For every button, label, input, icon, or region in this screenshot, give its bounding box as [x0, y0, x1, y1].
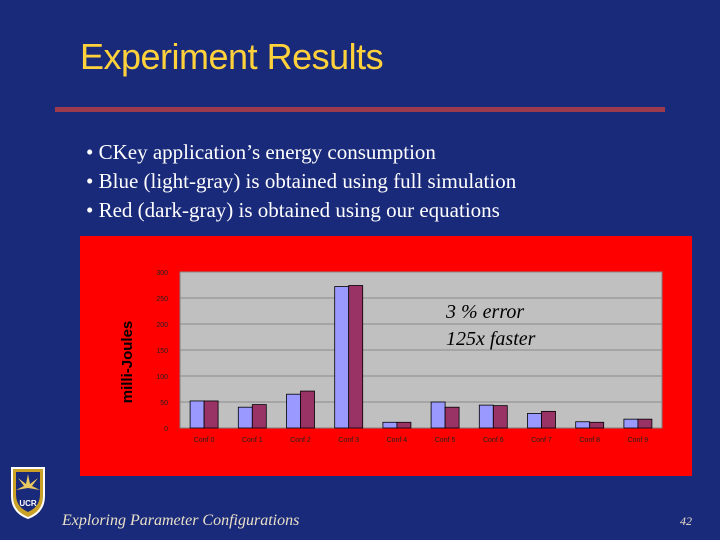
chart-panel: 0 50 100 150 200 250 300 milli-Joules Conf 0 Conf… — [80, 236, 692, 476]
y-tick-label: 200 — [156, 322, 168, 329]
bar-full-simulation — [382, 421, 398, 429]
y-tick-label: 0 — [164, 426, 168, 433]
energy-bar-chart: 0 50 100 150 200 250 300 milli-Joules Conf 0 Conf… — [119, 270, 663, 444]
annotation-error: 3 % error — [445, 301, 524, 323]
bar-equations — [492, 405, 508, 429]
logo-text: UCR — [19, 499, 37, 508]
x-tick-label: Conf 2 — [290, 437, 311, 444]
x-tick-label: Conf 1 — [242, 437, 263, 444]
bar-equations — [348, 285, 364, 429]
bar-equations — [203, 400, 219, 429]
bar-equations — [444, 406, 460, 429]
y-tick-label: 250 — [156, 296, 168, 303]
bar-full-simulation — [575, 421, 591, 429]
bullet-list: • CKey application’s energy consumption … — [86, 138, 516, 225]
bar-full-simulation — [478, 404, 494, 429]
x-tick-label: Conf 0 — [194, 437, 215, 444]
y-tick-label: 150 — [156, 348, 168, 355]
x-tick-label: Conf 5 — [435, 437, 456, 444]
bar-equations — [300, 390, 315, 429]
x-tick-label: Conf 7 — [531, 437, 552, 444]
x-tick-label: Conf 6 — [483, 437, 504, 444]
bar-equations — [251, 404, 267, 429]
bar-equations — [637, 418, 653, 429]
annotation-speedup: 125x faster — [446, 328, 536, 350]
y-tick-label: 50 — [160, 400, 168, 407]
bar-full-simulation — [527, 413, 542, 429]
page-number: 42 — [680, 514, 692, 528]
y-axis-label: milli-Joules — [119, 321, 136, 404]
y-tick-label: 300 — [156, 270, 168, 277]
x-tick-label: Conf 3 — [338, 437, 359, 444]
bar-equations — [541, 410, 556, 429]
bullet-item: • Red (dark-gray) is obtained using our … — [86, 198, 500, 222]
x-tick-label: Conf 9 — [628, 437, 649, 444]
bar-full-simulation — [430, 401, 446, 429]
y-tick-label: 100 — [156, 374, 168, 381]
bar-full-simulation — [286, 393, 301, 429]
bar-full-simulation — [237, 406, 253, 429]
bullet-item: • CKey application’s energy consumption — [86, 140, 436, 164]
slide-title: Experiment Results — [80, 36, 384, 77]
bar-full-simulation — [334, 286, 350, 429]
x-tick-label: Conf 8 — [579, 437, 600, 444]
bar-full-simulation — [189, 400, 205, 429]
bullet-item: • Blue (light-gray) is obtained using fu… — [86, 169, 517, 193]
footer-text: Exploring Parameter Configurations — [62, 512, 300, 529]
ucr-logo: UCR — [11, 467, 45, 520]
bar-equations — [589, 421, 605, 429]
bar-full-simulation — [623, 418, 639, 429]
bar-equations — [396, 421, 412, 429]
title-rule — [55, 107, 665, 112]
x-tick-label: Conf 4 — [387, 437, 408, 444]
